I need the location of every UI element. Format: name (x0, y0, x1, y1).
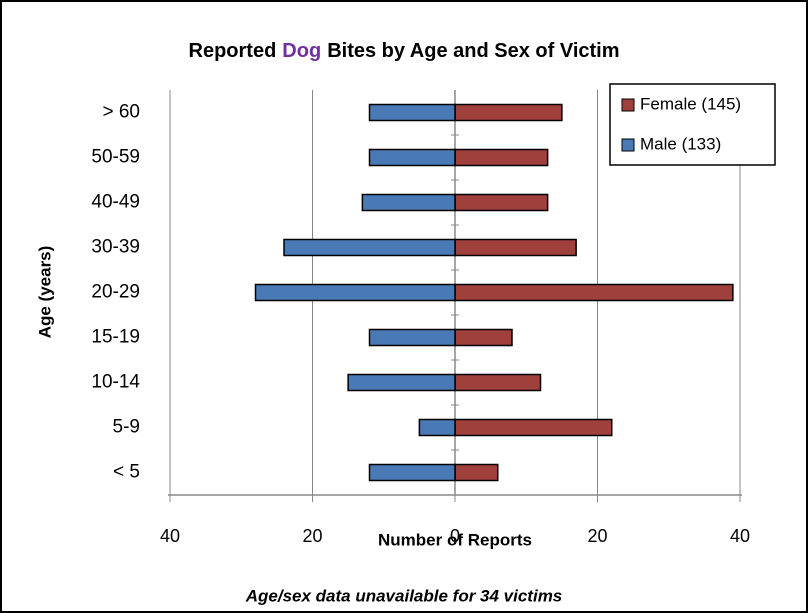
bar (368, 103, 456, 122)
y-tick-label: 20-29 (91, 282, 140, 303)
bar (454, 328, 513, 347)
x-tick-label: 20 (587, 526, 607, 546)
y-tick-label: 15-19 (91, 327, 140, 348)
y-tick-label: 30-39 (91, 237, 140, 258)
legend-label: Female (145) (640, 94, 741, 113)
footnote: Age/sex data unavailable for 34 victims (245, 586, 563, 605)
title-part: Bites by Age and Sex of Victim (327, 40, 619, 62)
bar (454, 463, 499, 482)
bar (454, 283, 734, 302)
legend-swatch (621, 138, 635, 152)
legend-swatch (621, 98, 635, 112)
chart-title: Reported Dog Bites by Age and Sex of Victi… (189, 40, 620, 62)
legend-label: Male (133) (640, 134, 721, 153)
y-tick-label: 10-14 (91, 372, 140, 393)
bar (454, 148, 549, 167)
title-part: Dog (282, 40, 321, 62)
bar (418, 418, 456, 437)
bar (454, 193, 549, 212)
y-tick-label: < 5 (113, 462, 140, 483)
y-tick-label: 40-49 (91, 192, 140, 213)
x-tick-label: 20 (302, 526, 322, 546)
y-tick-label: 50-59 (91, 147, 140, 168)
bar (361, 193, 456, 212)
bar (254, 283, 456, 302)
bar (454, 238, 577, 257)
legend-box (609, 83, 776, 166)
bar (368, 148, 456, 167)
bar (368, 463, 456, 482)
x-tick-label: 40 (160, 526, 180, 546)
bar (454, 418, 613, 437)
bar (347, 373, 456, 392)
bar (283, 238, 456, 257)
y-tick-label: 5-9 (113, 417, 140, 438)
y-tick-label: > 60 (102, 102, 140, 123)
bar (368, 328, 456, 347)
bar (454, 373, 542, 392)
y-axis-title: Age (years) (35, 246, 54, 339)
title-part: Reported (189, 40, 277, 62)
x-tick-label: 40 (730, 526, 750, 546)
bar (454, 103, 563, 122)
x-axis-title: Number of Reports (378, 530, 532, 549)
x-tick-label: 0 (450, 526, 460, 546)
